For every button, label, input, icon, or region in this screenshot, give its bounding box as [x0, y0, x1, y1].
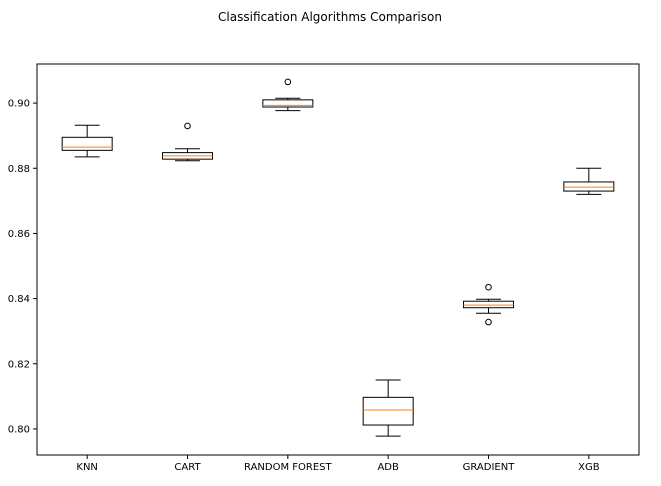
iqr-box: [362, 396, 414, 426]
box-random-forest: [262, 78, 314, 112]
y-tick-label: 0.86: [8, 229, 30, 240]
outlier-point: [485, 318, 492, 326]
x-axis: KNN CART RANDOM FOREST ADB GRADIENT XGB: [76, 455, 600, 473]
y-tick-label: 0.80: [8, 424, 30, 435]
box-knn: [61, 124, 113, 158]
iqr-box: [61, 136, 113, 151]
y-tick-label: 0.84: [8, 294, 30, 305]
box-series: [61, 78, 615, 437]
box-gradient: [463, 283, 514, 326]
outlier-point: [284, 78, 292, 86]
x-tick-label: XGB: [578, 462, 600, 473]
iqr-box: [563, 181, 615, 192]
y-axis: 0.80 0.82 0.84 0.86 0.88 0.90: [8, 99, 37, 435]
box-xgb: [563, 167, 615, 195]
outlier-point: [485, 283, 492, 291]
x-tick-label: KNN: [76, 462, 98, 473]
x-tick-label: RANDOM FOREST: [244, 462, 332, 473]
y-tick-label: 0.90: [8, 99, 30, 110]
iqr-box: [262, 99, 314, 108]
y-tick-label: 0.88: [8, 164, 30, 175]
x-tick-label: GRADIENT: [463, 462, 516, 473]
iqr-box: [463, 300, 514, 309]
outlier-point: [184, 122, 191, 130]
plot-area-frame: [36, 63, 640, 456]
box-adb: [362, 379, 414, 437]
x-tick-label: ADB: [377, 462, 399, 473]
y-tick-label: 0.82: [8, 359, 30, 370]
x-tick-label: CART: [174, 462, 201, 473]
box-cart: [162, 122, 213, 162]
chart-title: Classification Algorithms Comparison: [218, 10, 442, 24]
